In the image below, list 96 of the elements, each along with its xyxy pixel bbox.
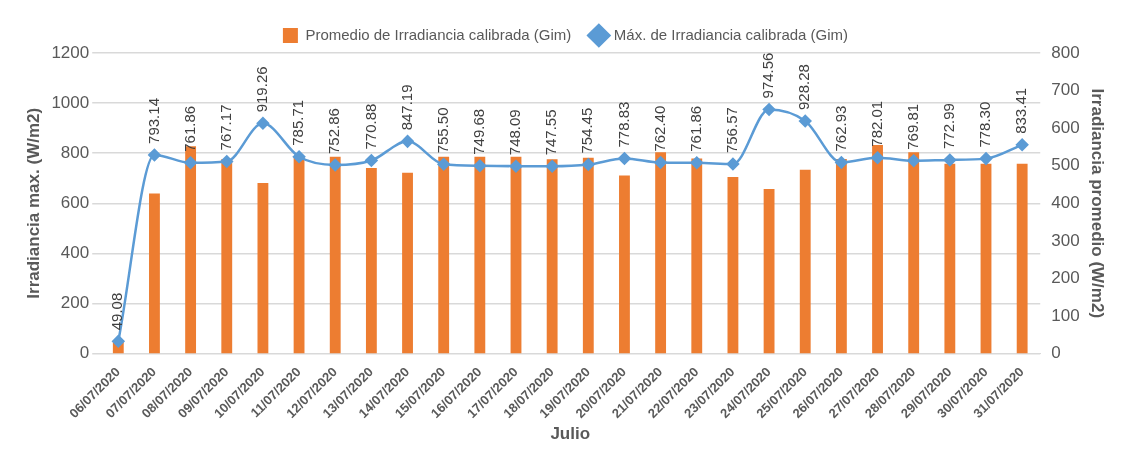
point [184,156,197,169]
point [835,156,848,169]
y2-tick-label: 700 [1051,80,1080,100]
bar [763,189,775,354]
data-label: 770.88 [361,103,379,150]
point [401,135,414,148]
point [1015,138,1029,152]
data-label: 767.17 [216,104,234,151]
bar [293,156,305,354]
bar [149,193,160,354]
data-label: 752.86 [325,108,343,154]
bar [1016,163,1028,354]
bar [980,163,992,354]
data-label: 749.68 [469,108,487,155]
data-label: 782.01 [867,100,885,147]
data-label: 833.41 [1012,87,1030,134]
y2-tick-label: 500 [1051,155,1080,175]
y-tick-label: 200 [60,293,90,313]
data-label: 748.09 [506,109,524,156]
point [654,156,667,169]
bar [438,156,450,354]
bar [546,159,558,354]
bar [691,158,703,354]
y2-axis-title: Irradiancia promedio (W/m2) [1088,88,1108,319]
point [112,335,125,348]
point [618,152,631,165]
data-label: 49.08 [108,292,126,331]
y-tick-label: 0 [79,343,90,363]
bar [835,158,847,354]
point [690,156,704,169]
bar [799,169,811,354]
bar [474,156,486,354]
data-label: 756.57 [723,107,741,154]
bar [619,175,630,354]
point [473,159,487,173]
data-label: 778.83 [614,101,632,148]
point [256,117,270,130]
legend-label: Promedio de Irradiancia calibrada (Gim) [305,25,572,43]
bar [365,167,377,354]
point [437,158,450,171]
bar [872,145,883,354]
data-label: 761.86 [686,105,704,152]
point [582,158,595,171]
x-axis-title: Julio [550,424,591,444]
data-label: 793.14 [144,98,162,144]
data-label: 919.26 [253,66,271,113]
data-label: 762.40 [650,105,668,152]
bar [944,163,956,354]
y-axis-title: Irradiancia max. (W/m2) [23,107,43,299]
bar [908,152,920,354]
data-label: 754.45 [578,107,596,154]
point [798,114,812,128]
bar [727,176,739,354]
data-label: 769.81 [903,103,921,150]
data-label: 761.86 [180,105,198,152]
y-tick-label: 400 [60,243,90,263]
point [292,150,306,164]
data-label: 785.71 [289,99,307,146]
bar [221,158,233,354]
data-label: 762.93 [831,105,849,152]
point [726,157,740,171]
y2-tick-label: 100 [1051,305,1080,325]
point [509,159,523,173]
y-tick-label: 600 [60,192,90,212]
bar [582,157,594,354]
point [943,153,957,167]
legend-label: Máx. de Irradiancia calibrada (Gim) [613,25,849,43]
data-label: 772.99 [939,103,957,149]
data-label: 928.28 [795,64,813,111]
y2-tick-label: 0 [1051,343,1061,363]
point [762,103,776,116]
data-label: 847.19 [397,84,415,131]
y-tick-label: 1200 [51,42,90,62]
data-label: 778.30 [976,101,994,148]
bar [329,156,341,354]
data-label: 974.56 [759,52,777,99]
y2-tick-label: 300 [1051,230,1080,250]
y2-tick-label: 800 [1051,42,1080,62]
bar [257,182,269,354]
y2-tick-label: 400 [1051,192,1080,212]
data-label: 755.50 [433,107,451,154]
point [907,154,920,167]
y2-tick-label: 200 [1051,268,1080,288]
bar [402,172,413,354]
data-label: 747.55 [542,109,560,156]
point [148,148,161,162]
point [979,152,993,165]
point [365,154,378,167]
point [328,158,342,172]
bar [655,152,667,354]
point [220,155,234,168]
point [545,160,559,173]
y2-tick-label: 600 [1051,117,1080,137]
y-tick-label: 800 [60,142,90,162]
point [871,151,884,164]
y-tick-label: 1000 [51,92,90,112]
